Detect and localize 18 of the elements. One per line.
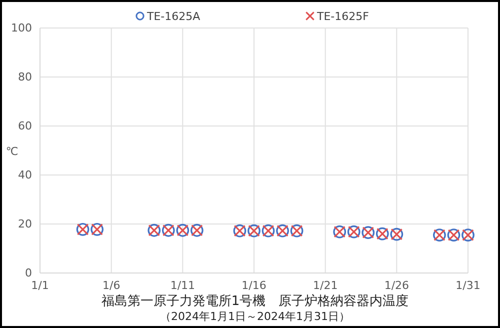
x-tick-label: 1/6 [102,278,120,292]
x-tick-label: 1/26 [384,278,410,292]
y-tick-label: 80 [18,70,32,84]
x-tick-label: 1/11 [170,278,196,292]
x-tick-label: 1/31 [456,278,480,292]
x-tick-label: 1/1 [31,278,49,292]
legend-label: TE-1625F [316,10,369,23]
x-tick-label: 1/21 [312,278,338,292]
y-tick-label: 20 [18,218,32,231]
y-tick-label: 60 [18,120,32,133]
text: （2024年1月1日～2024年1月31日） [160,310,350,323]
text: 福島第一原子力発電所1号機 原子炉格納容器内温度 [101,293,409,309]
y-tick-label: 0 [25,266,32,280]
y-axis-title: ℃ [6,145,18,158]
y-tick-label: 100 [11,22,32,35]
y-tick-label: 40 [18,168,32,182]
x-tick-label: 1/16 [242,278,266,292]
legend-label: TE-1625A [146,10,201,23]
